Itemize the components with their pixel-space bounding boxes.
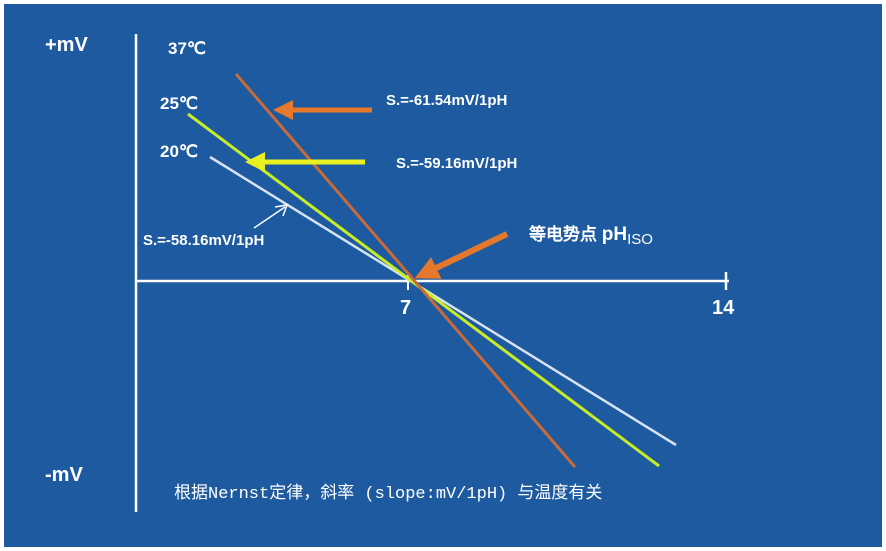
x-tick-label-14: 14	[712, 297, 735, 319]
isoelectric-label-cn: 等电势点	[529, 225, 597, 244]
slope-label-20c: S.=-58.16mV/1pH	[143, 232, 265, 249]
arrow-isoelectric	[414, 231, 509, 279]
isoelectric-label-sub: ISO	[627, 231, 653, 248]
temp-label-25c: 25℃	[160, 94, 199, 113]
x-tick-label-7: 7	[400, 297, 412, 319]
temp-label-20c: 20℃	[160, 142, 199, 161]
arrow-20c	[253, 206, 286, 229]
nernst-diagram	[134, 34, 729, 512]
y-axis-bottom-label: -mV	[45, 464, 83, 486]
temp-label-37c: 37℃	[168, 39, 207, 58]
nernst-caption: 根据Nernst定律，斜率 (slope:mV/1pH) 与温度有关	[174, 485, 603, 504]
slope-label-25c: S.=-59.16mV/1pH	[396, 155, 518, 172]
line-37c	[234, 73, 577, 468]
y-axis-top-label: +mV	[45, 34, 88, 56]
line-20c	[209, 155, 677, 447]
arrow-20c-head	[274, 204, 289, 217]
isoelectric-label: 等电势点 pHISO	[529, 220, 653, 248]
slope-label-37c: S.=-61.54mV/1pH	[386, 92, 508, 109]
isoelectric-label-ph: pH	[601, 224, 628, 245]
slide-canvas: +mV -mV 7 14 37℃ 25℃ 20℃ S.=-61.54mV/1pH…	[4, 4, 882, 547]
